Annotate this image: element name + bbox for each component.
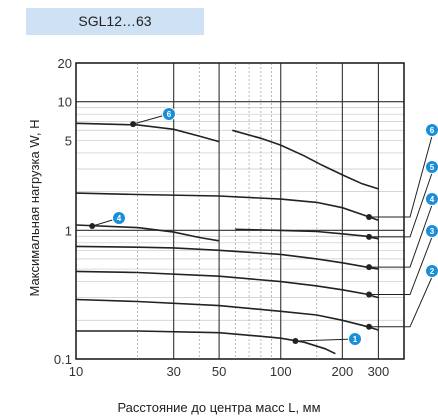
minor-gridlines: [76, 63, 404, 359]
x-axis-label: Расстояние до центра масс L, мм: [117, 400, 320, 415]
y-tick-label: 5: [65, 133, 72, 148]
series-5-line: [75, 224, 220, 242]
marker-badge: [425, 160, 438, 174]
marker-badge: [425, 192, 438, 206]
x-tick-label: 100: [270, 364, 292, 379]
x-tick-label: 30: [166, 364, 180, 379]
series-2-line: [75, 298, 379, 331]
series-7-line: [232, 129, 379, 190]
marker-dot: [89, 223, 96, 230]
series-4-line: [75, 245, 379, 270]
markers-group: 1 2 3 4 4 5 6 6: [89, 107, 438, 346]
x-tick-label: 300: [368, 364, 390, 379]
marker-badge: [162, 107, 176, 121]
plot-frame: [75, 62, 405, 360]
series-group: [75, 122, 379, 355]
marker-dot: [366, 291, 373, 298]
marker-badge: [425, 264, 438, 278]
marker-badge: [425, 123, 438, 137]
marker-dot: [366, 214, 373, 221]
y-tick-label: 1: [65, 223, 72, 238]
x-tick-label: 50: [212, 364, 226, 379]
series-3-line: [75, 270, 379, 299]
marker-badge-label: 5: [430, 163, 435, 172]
title-bar: SGL12…63: [26, 8, 204, 35]
marker-leader-line: [369, 172, 433, 238]
x-tick-labels: 10 30 50 100 200 300: [69, 364, 390, 379]
series-6-line: [75, 192, 379, 221]
marker-dot: [366, 323, 373, 330]
series-7-line: [75, 122, 220, 143]
marker-badge-label: 4: [430, 195, 435, 204]
x-tick-label: 10: [69, 364, 83, 379]
y-tick-label: 10: [58, 95, 72, 110]
marker-badge-label: 3: [430, 227, 435, 236]
marker-badge: [425, 224, 438, 238]
marker-leader-line: [295, 338, 356, 342]
marker-leader-line: [369, 276, 433, 328]
marker-dot: [366, 233, 373, 240]
y-tick-label: 20: [58, 56, 72, 71]
marker-dot: [292, 338, 299, 345]
marker-badge-label: 6: [167, 110, 172, 119]
y-axis-label: Максимальная нагрузка W, Н: [27, 119, 42, 296]
x-tick-label: 200: [332, 364, 354, 379]
marker-badge-label: 4: [117, 214, 122, 223]
marker-dot: [366, 264, 373, 271]
marker-badge: [348, 332, 362, 346]
marker-badge-label: 1: [353, 335, 358, 344]
series-1-line: [76, 330, 336, 355]
chart-title: SGL12…63: [78, 13, 152, 29]
marker-leader-line: [369, 135, 433, 218]
marker-badge: [112, 211, 126, 225]
marker-badge-label: 6: [430, 126, 435, 135]
marker-leader-line: [369, 236, 433, 295]
y-tick-labels: 0.1 1 5 10 20: [54, 56, 72, 367]
marker-badge-label: 2: [430, 267, 435, 276]
marker-dot: [130, 121, 137, 128]
y-tick-label: 0.1: [54, 352, 72, 367]
marker-leader-line: [369, 204, 433, 268]
